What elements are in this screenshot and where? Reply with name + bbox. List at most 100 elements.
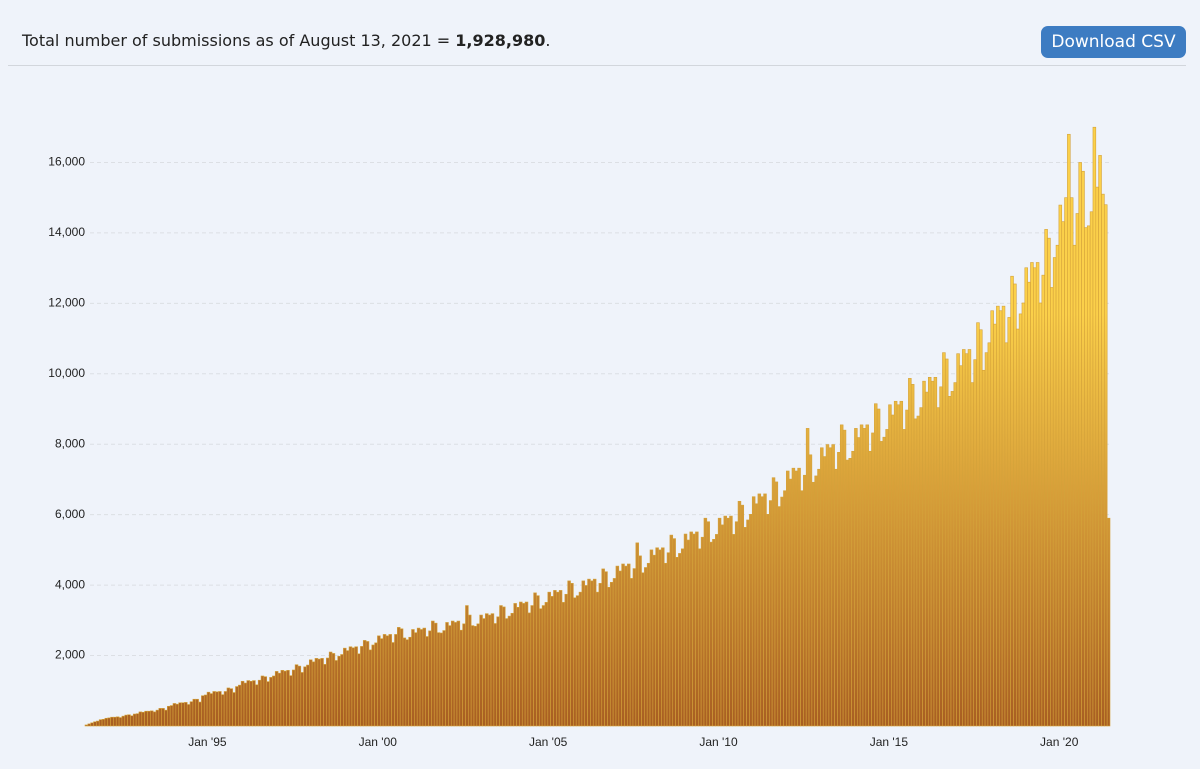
bar [405,639,409,727]
bar [1004,342,1009,727]
bar [916,415,921,727]
bar [1084,227,1088,727]
bar [658,549,662,727]
bar [720,524,725,727]
bar [910,384,915,727]
bar [1086,225,1091,727]
bar [399,628,404,727]
bar [683,533,688,727]
bar [902,429,906,727]
bar [459,629,463,727]
bar [150,710,154,727]
bar [252,680,256,727]
bar [950,391,955,727]
y-tick-label: 6,000 [55,507,85,521]
bar [419,629,424,727]
bar [1044,229,1048,727]
bar [340,654,344,727]
bar [908,378,912,727]
bar [442,630,446,727]
bar [749,514,753,727]
bar [766,514,770,727]
bar [470,625,475,727]
bar [939,386,943,727]
bar [1013,283,1017,727]
bar [984,352,989,727]
bar [351,647,356,727]
bar [851,450,855,727]
bar [192,698,197,727]
bar [786,470,790,727]
bar [615,565,620,727]
x-tick-label: Jan '05 [529,735,568,749]
bar [1098,155,1102,727]
bar [337,655,341,727]
bar [663,562,668,727]
bar [578,591,583,727]
bar [624,565,628,727]
bar [348,646,353,727]
bar [209,693,214,727]
bar [831,444,835,727]
bar [919,407,923,727]
download-button[interactable]: Download CSV [1041,26,1186,58]
bar [1038,302,1043,727]
bar [428,630,432,727]
divider [8,65,1186,66]
bar [1007,317,1011,727]
bar [490,613,495,727]
bar [118,717,123,727]
bar [468,614,472,727]
bar [1018,313,1023,727]
bar [274,671,279,727]
bar [567,580,571,727]
x-tick-label: Jan '95 [188,735,227,749]
bar [848,458,852,727]
bar [388,634,392,727]
bar [1081,170,1085,727]
bar [726,517,730,727]
bar [856,437,861,727]
bar [822,456,827,727]
bar [110,716,114,727]
bar [1024,267,1028,727]
bar [956,353,960,727]
bar [697,548,702,727]
bar [215,691,219,727]
bar [280,670,285,727]
bar [289,675,293,727]
bar [962,349,966,727]
bar [695,531,699,727]
bar [272,675,276,727]
total: 1,928,980 [455,31,546,50]
bar [913,418,918,727]
bar [416,627,421,727]
bar [820,447,824,727]
bar [573,597,577,727]
bar [541,605,546,727]
bar [709,541,713,727]
bar [740,504,745,727]
bar [692,533,696,727]
header: Total number of submissions as of August… [22,31,550,50]
bar [343,647,347,727]
bar [641,572,645,727]
bar [96,720,100,727]
bar [538,608,543,727]
bar [394,634,398,727]
bar [317,658,321,727]
bar [558,590,563,727]
bar [922,380,926,727]
bar [746,519,750,727]
bar [743,527,747,727]
bar [238,684,242,727]
bar [595,591,600,727]
bar [686,539,691,727]
bar [865,424,869,727]
bar [1092,126,1097,727]
bar [101,719,106,727]
bar [1106,517,1111,727]
bar [990,310,994,727]
bar [959,365,963,727]
bar [178,702,182,727]
